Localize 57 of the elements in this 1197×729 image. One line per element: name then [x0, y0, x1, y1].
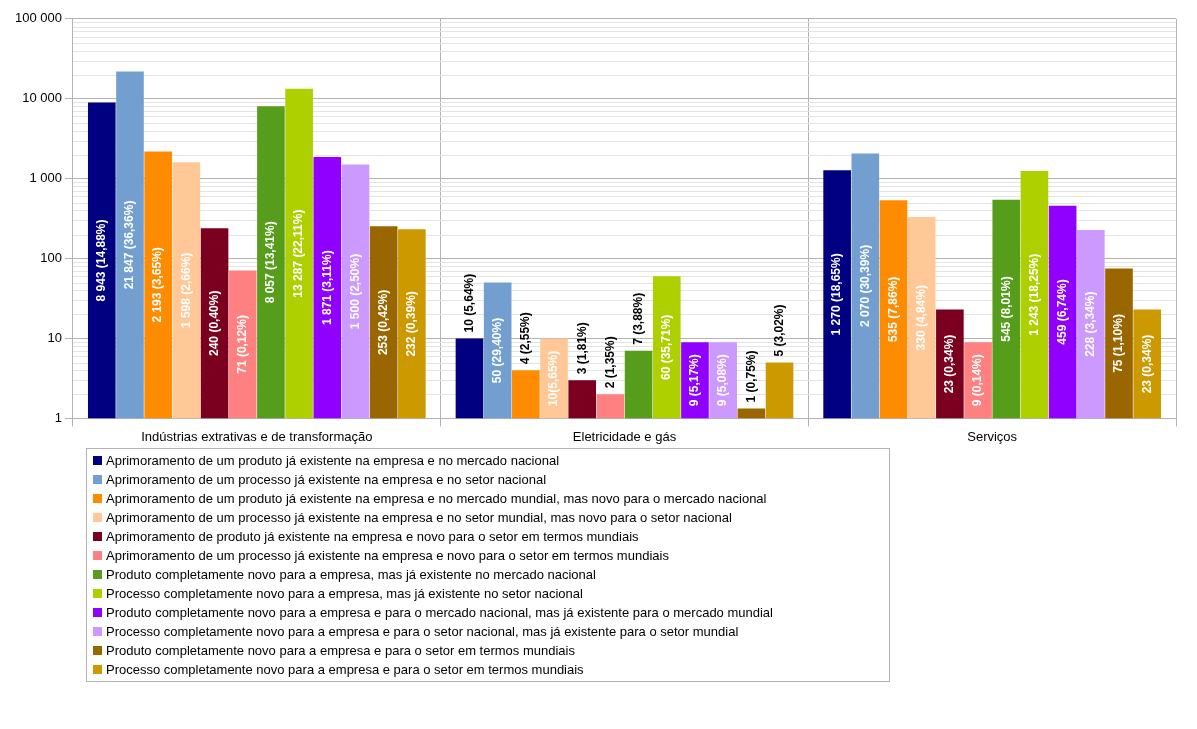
legend-label: Aprimoramento de um produto já existente na empresa e no mercado nacional — [106, 452, 560, 470]
legend-label: Aprimoramento de um produto já existente na empresa e no mercado mundial, mas novo para o mercado nacional — [106, 490, 767, 508]
data-label: 71 (0,12%) — [235, 315, 250, 374]
data-label: 330 (4,84%) — [914, 285, 929, 351]
data-label: 23 (0,34%) — [942, 334, 957, 394]
data-label: 1 871 (3,11%) — [319, 250, 334, 326]
data-label: 1 270 (18,65%) — [829, 253, 844, 336]
data-label: 1 (0,75%) — [743, 350, 758, 403]
data-label: 459 (6,74%) — [1054, 279, 1069, 345]
x-tick-label: Indústrias extrativas e de transformação — [141, 428, 373, 444]
legend-label: Aprimoramento de produto já existente na empresa e novo para o setor em termos mundiais — [106, 528, 639, 546]
data-label: 21 847 (36,36%) — [122, 200, 137, 290]
data-label: 545 (8,01%) — [998, 276, 1013, 342]
y-tick-label: 10 — [47, 330, 62, 346]
y-tick-label: 10 000 — [22, 90, 62, 106]
legend-label: Processo completamente novo para a empresa e para o setor nacional, mas já existente para o setor mundial — [106, 623, 739, 641]
data-label: 10(5,65%) — [546, 350, 561, 407]
legend-label: Aprimoramento de um processo já existente na empresa e no setor mundial, mas novo para o setor nacional — [106, 509, 732, 527]
y-tick-label: 100 000 — [14, 10, 62, 26]
data-label: 1 598 (2,66%) — [178, 252, 193, 329]
data-label: 9 (5,17%) — [687, 354, 702, 407]
y-tick-label: 1 — [54, 409, 62, 425]
data-label: 253 (0,42%) — [375, 289, 390, 356]
x-tick-label: Serviços — [967, 428, 1018, 444]
data-label: 13 287 (22,11%) — [291, 209, 306, 298]
data-label: 4 (2,55%) — [518, 312, 533, 365]
legend-label: Aprimoramento de um processo já existente na empresa e novo para o setor em termos mundiais — [106, 547, 669, 565]
legend-label: Produto completamente novo para a empresa e para o mercado nacional, mas já existente para o mercado mundial — [106, 604, 773, 622]
data-label: 75 (1,10%) — [1111, 314, 1126, 373]
data-label: 23 (0,34%) — [1139, 334, 1154, 394]
data-label: 50 (29,40%) — [489, 317, 504, 384]
data-label: 5 (3,02%) — [771, 304, 786, 357]
data-label: 8 943 (14,88%) — [94, 219, 109, 302]
y-tick-label: 100 — [40, 250, 62, 266]
data-label: 1 243 (18,25%) — [1026, 253, 1041, 336]
data-label: 8 057 (13,41%) — [263, 221, 278, 304]
data-label: 9 (5,08%) — [715, 354, 730, 407]
data-label: 60 (35,71%) — [659, 314, 674, 381]
data-label: 3 (1,81%) — [574, 322, 589, 375]
data-label: 1 500 (2,50%) — [347, 253, 362, 330]
data-label: 232 (0,39%) — [404, 291, 419, 357]
legend-label: Produto completamente novo para a empresa e para o setor em termos mundiais — [106, 642, 575, 660]
data-label: 9 (0,14%) — [970, 354, 985, 407]
data-label: 240 (0,40%) — [206, 290, 221, 356]
legend-label: Processo completamente novo para a empresa, mas já existente no setor nacional — [106, 585, 583, 603]
x-tick-label: Eletricidade e gás — [572, 428, 677, 444]
data-label: 535 (7,86%) — [885, 276, 900, 343]
y-tick-label: 1 000 — [29, 170, 62, 186]
data-label: 2 070 (30,39%) — [857, 244, 872, 327]
legend-label: Aprimoramento de um processo já existente na empresa e no setor nacional — [106, 471, 547, 489]
data-label: 2 193 (3,65%) — [150, 247, 165, 323]
data-label: 2 (1,35%) — [602, 336, 617, 389]
data-label: 10 (5,64%) — [461, 273, 476, 333]
legend-label: Produto completamente novo para a empresa, mas já existente no mercado nacional — [106, 566, 596, 584]
legend-label: Processo completamente novo para a empresa e para o setor em termos mundiais — [106, 661, 584, 679]
data-label: 228 (3,34%) — [1083, 291, 1098, 357]
data-label: 7 (3,88%) — [630, 292, 645, 345]
